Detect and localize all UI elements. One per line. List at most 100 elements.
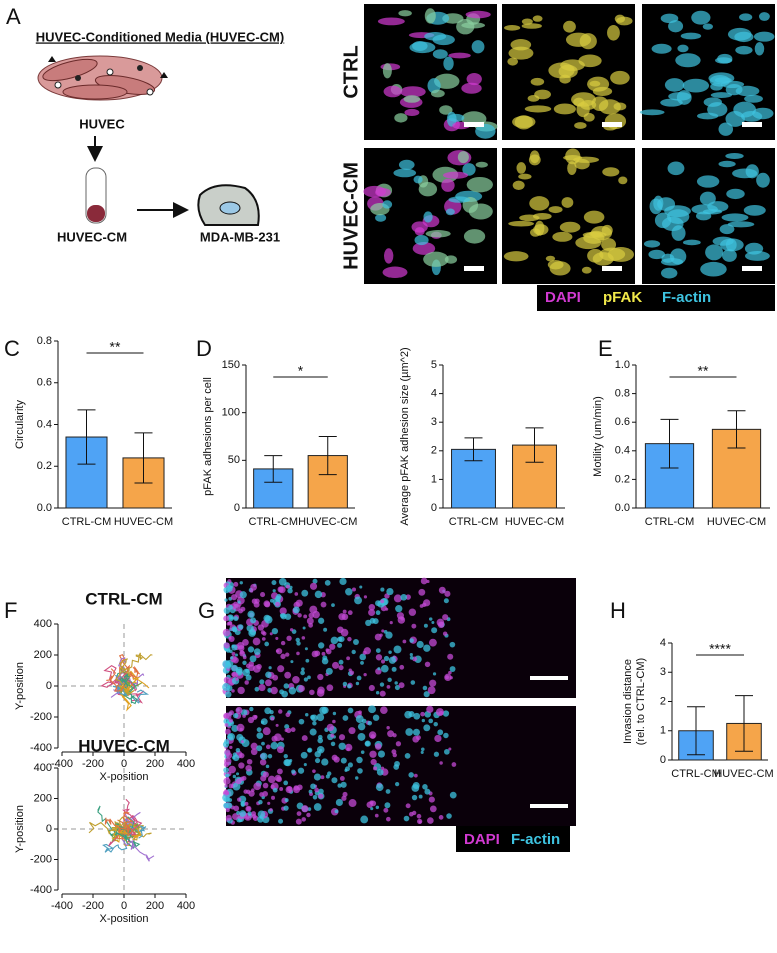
cell-signal bbox=[301, 817, 307, 822]
y-tick-label: 3 bbox=[431, 416, 437, 428]
cell-signal bbox=[357, 732, 366, 741]
y-tick-label: 400 bbox=[34, 618, 52, 630]
cell-signal bbox=[428, 796, 435, 803]
cell-signal bbox=[267, 753, 273, 759]
cell-signal bbox=[380, 664, 389, 673]
cell-signal bbox=[412, 728, 421, 736]
cell-signal bbox=[334, 809, 339, 814]
cell-signal bbox=[306, 617, 314, 625]
cell-signal bbox=[225, 691, 232, 698]
cell-signal bbox=[276, 768, 283, 775]
trajectory-trace bbox=[106, 668, 125, 692]
cell-signal bbox=[508, 220, 534, 227]
y-tick-label: 0 bbox=[660, 754, 666, 766]
cell-signal bbox=[461, 22, 486, 29]
cell-signal bbox=[403, 95, 421, 103]
cell-signal bbox=[357, 722, 366, 731]
y-tick-label: 1 bbox=[431, 473, 437, 485]
cell-signal bbox=[432, 49, 448, 59]
cell-signal bbox=[225, 814, 232, 821]
cell-signal bbox=[376, 768, 384, 776]
cell-signal bbox=[524, 105, 552, 113]
cell-signal bbox=[574, 158, 590, 170]
cell-signal bbox=[744, 94, 763, 103]
cell-signal bbox=[355, 715, 364, 724]
chart-title: HUVEC-CM bbox=[78, 736, 170, 755]
legend-text: pFAK bbox=[603, 289, 642, 306]
cell-signal bbox=[355, 776, 359, 780]
cell-signal bbox=[375, 691, 380, 695]
cell-signal bbox=[549, 261, 571, 276]
cell-signal bbox=[247, 610, 255, 618]
cell-signal bbox=[290, 660, 294, 664]
cell-signal bbox=[224, 784, 228, 788]
cell-signal bbox=[368, 731, 377, 739]
cell-signal bbox=[427, 817, 434, 824]
cell-signal bbox=[244, 801, 249, 806]
cell-signal bbox=[552, 231, 573, 242]
cell-signal bbox=[264, 707, 272, 715]
cell-signal bbox=[351, 649, 356, 655]
cell-signal bbox=[395, 741, 402, 747]
cell-signal bbox=[319, 748, 323, 752]
cell-signal bbox=[316, 713, 325, 722]
cell-signal bbox=[337, 626, 344, 634]
cell-signal bbox=[278, 577, 287, 586]
cell-signal bbox=[314, 590, 323, 599]
trajectory-trace bbox=[119, 822, 142, 839]
cell-signal bbox=[721, 213, 749, 222]
cell-signal bbox=[344, 743, 353, 752]
y-tick-label: 0 bbox=[234, 502, 240, 514]
cell-signal bbox=[381, 629, 385, 633]
cell-signal bbox=[578, 54, 602, 68]
cell-signal bbox=[351, 587, 357, 592]
cell-signal bbox=[247, 811, 252, 816]
huvec-cells bbox=[37, 55, 168, 101]
cell-signal bbox=[301, 667, 305, 671]
cell-signal bbox=[545, 255, 556, 262]
y-axis-label: Y-position bbox=[14, 805, 26, 853]
cell-signal bbox=[347, 684, 352, 689]
cell-signal bbox=[270, 686, 278, 695]
cell-signal bbox=[394, 113, 408, 123]
cell-signal bbox=[235, 666, 243, 674]
cell-signal bbox=[408, 608, 417, 616]
cell-signal bbox=[250, 748, 258, 756]
cell-signal bbox=[384, 802, 391, 809]
cell-signal bbox=[295, 818, 302, 825]
cell-signal bbox=[363, 672, 367, 677]
cell-signal bbox=[503, 251, 529, 262]
cell-signal bbox=[424, 8, 436, 24]
cell-signal bbox=[512, 180, 525, 190]
cell-signal bbox=[318, 642, 325, 649]
cell-signal bbox=[222, 628, 231, 637]
cell-signal bbox=[259, 679, 265, 685]
cell-signal bbox=[710, 92, 733, 98]
cell-signal bbox=[231, 671, 238, 678]
cell-signal bbox=[231, 651, 236, 656]
cell-signal bbox=[404, 710, 412, 719]
cell-signal bbox=[413, 712, 421, 720]
cell-signal bbox=[377, 17, 405, 26]
cell-signal bbox=[316, 689, 325, 697]
cell-signal bbox=[240, 802, 246, 807]
cell-signal bbox=[337, 636, 343, 642]
cell-signal bbox=[354, 596, 362, 605]
cell-signal bbox=[442, 631, 448, 636]
cell-signal bbox=[276, 776, 282, 783]
cell-signal bbox=[429, 805, 437, 813]
cell-signal bbox=[247, 646, 255, 653]
cell-signal bbox=[283, 805, 289, 811]
cell-signal bbox=[264, 641, 270, 647]
cell-signal bbox=[331, 777, 338, 784]
cell-signal bbox=[691, 204, 718, 215]
cell-signal bbox=[285, 727, 292, 734]
cell-signal bbox=[259, 759, 267, 766]
x-tick-label: CTRL-CM bbox=[449, 516, 499, 528]
cell-signal bbox=[574, 122, 587, 129]
x-axis-label: X-position bbox=[100, 771, 149, 783]
cell-signal bbox=[228, 718, 233, 723]
cell-signal bbox=[250, 617, 257, 624]
cell-signal bbox=[233, 581, 239, 587]
x-tick-label: 400 bbox=[177, 758, 195, 770]
